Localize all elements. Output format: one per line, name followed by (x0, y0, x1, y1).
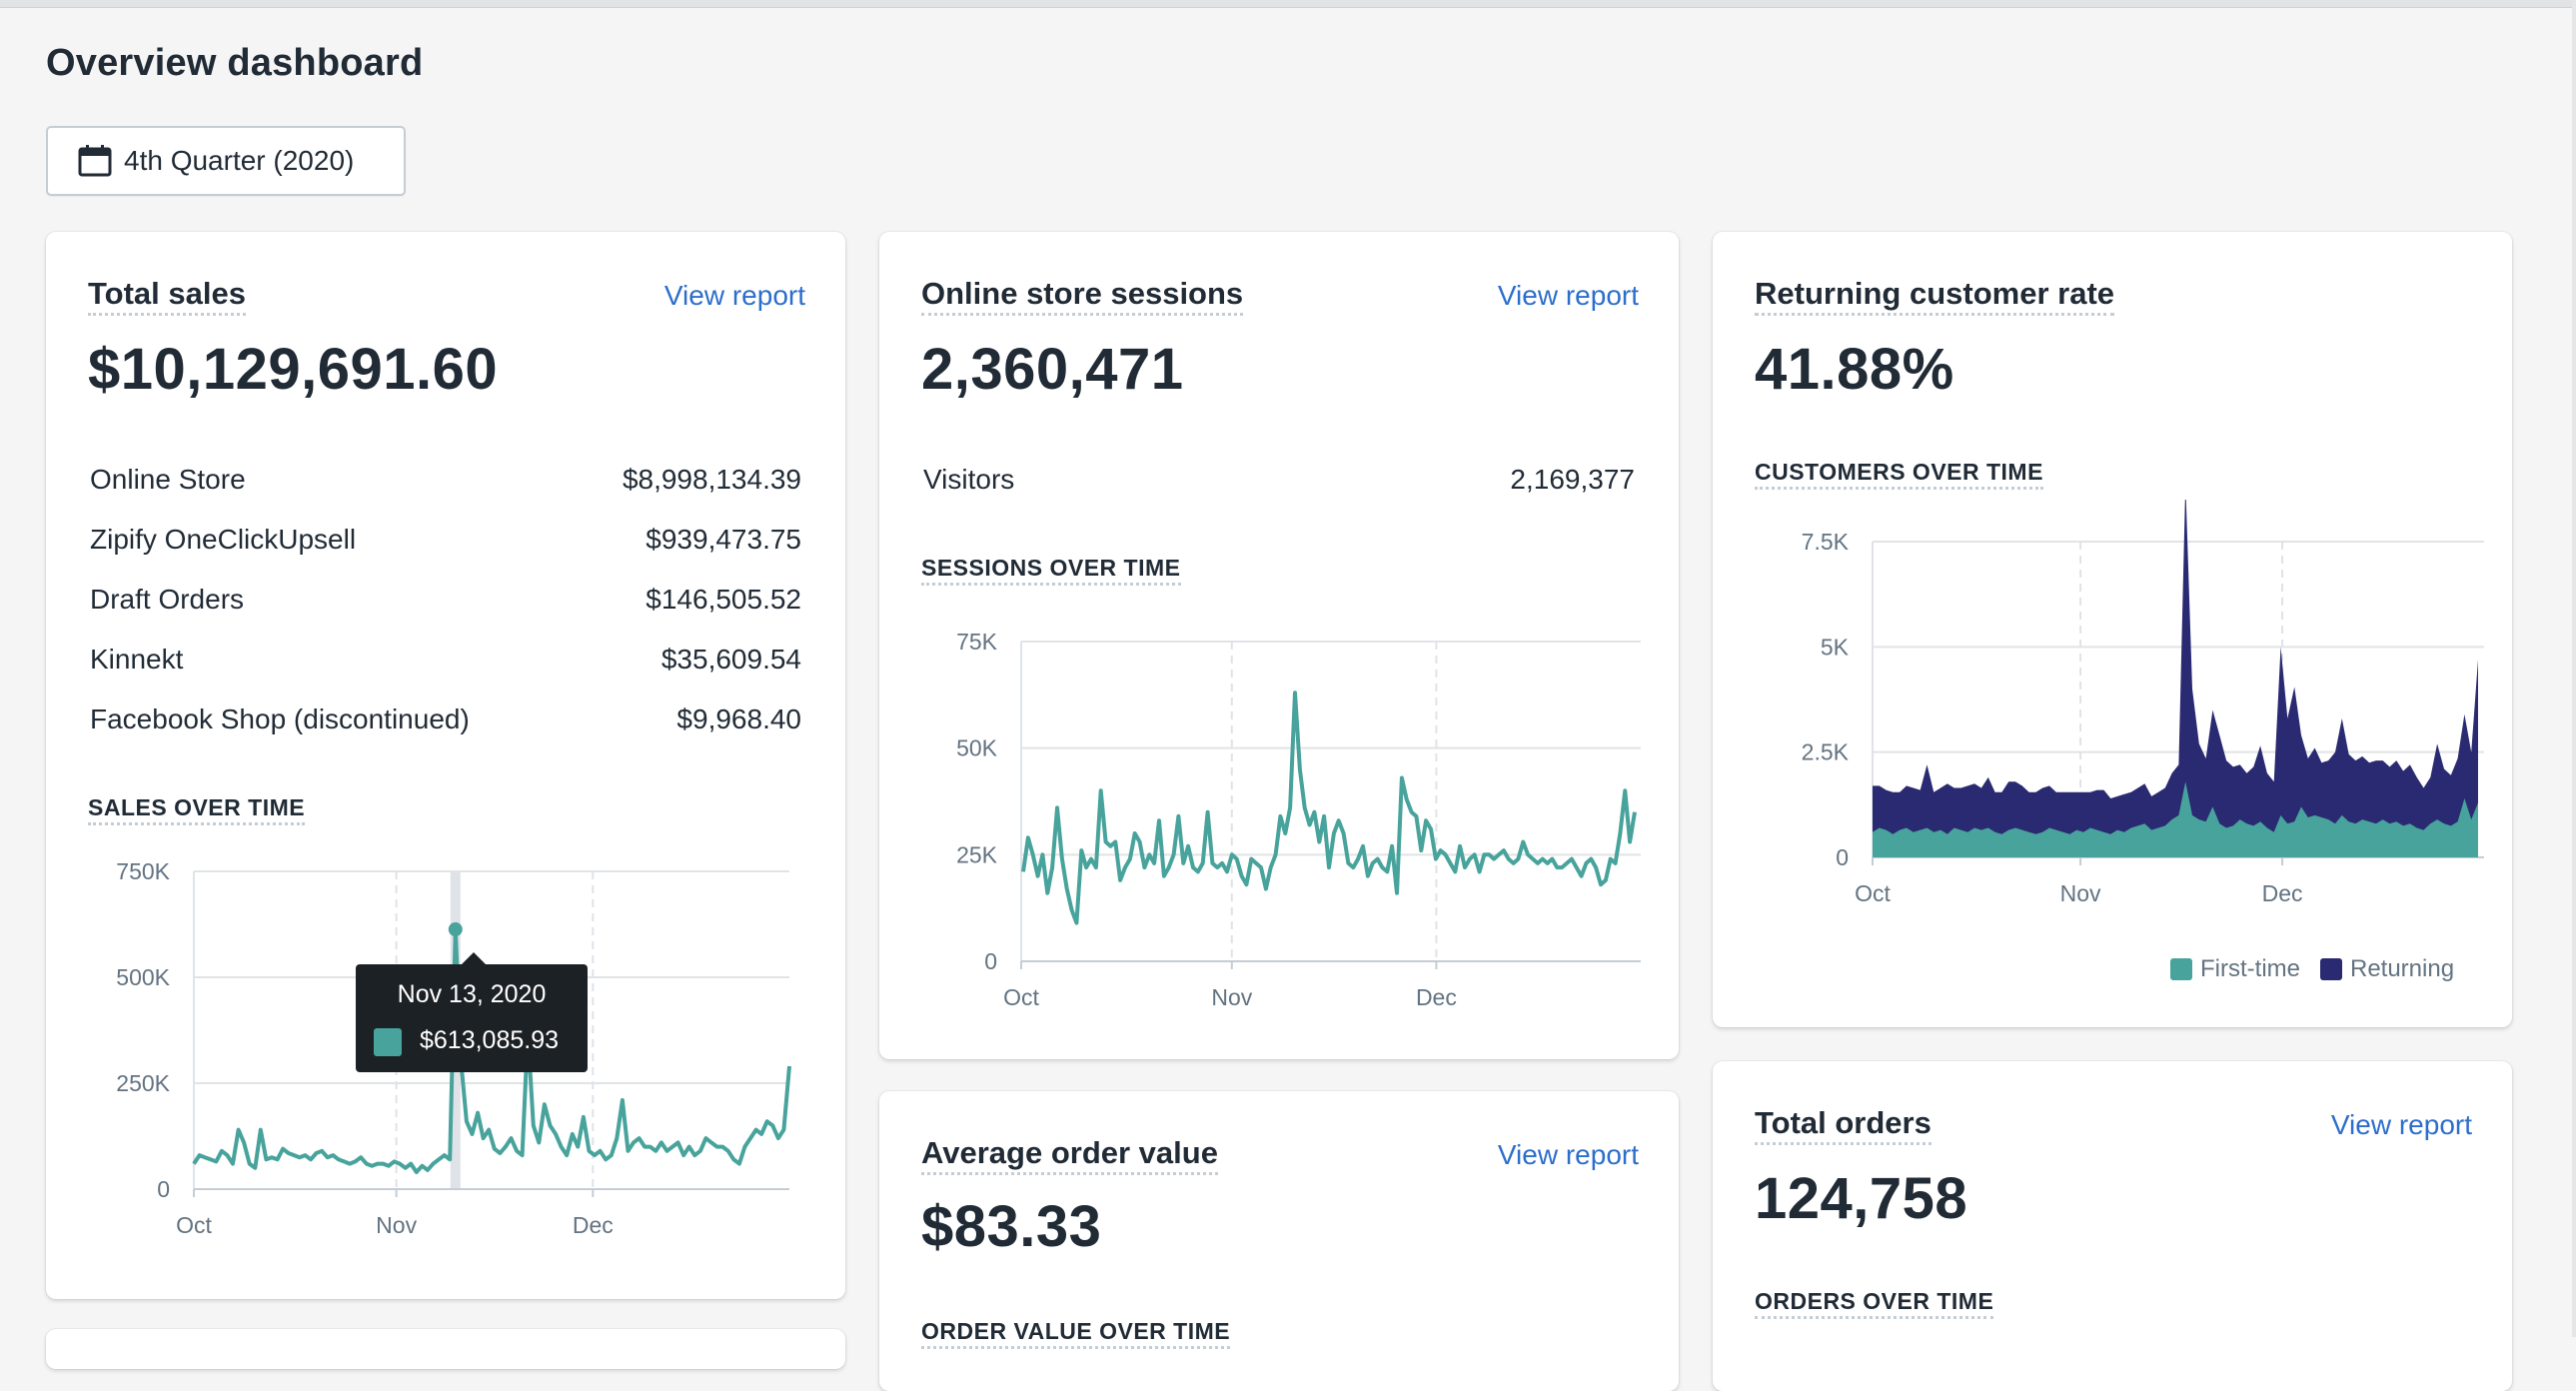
breakdown-label: Kinnekt (90, 644, 184, 675)
x-tick-label: Nov (2060, 880, 2101, 906)
total-orders-title[interactable]: Total orders (1755, 1105, 1932, 1145)
breakdown-label: Online Store (90, 464, 246, 495)
online-sessions-card: Online store sessions View report 2,360,… (879, 232, 1679, 1059)
x-tick-label: Nov (1211, 984, 1252, 1010)
total-orders-view-report-link[interactable]: View report (2330, 1109, 2472, 1140)
visitors-value: 2,169,377 (1510, 464, 1635, 495)
y-tick-label: 0 (984, 948, 997, 974)
sessions-chart-label[interactable]: SESSIONS OVER TIME (921, 554, 1181, 586)
y-tick-label: 5K (1821, 634, 1850, 660)
avg-order-card: Average order value View report $83.33 O… (879, 1091, 1679, 1391)
scrollbar-track[interactable] (2572, 0, 2576, 1337)
y-tick-label: 0 (1836, 844, 1849, 870)
highlight-point (448, 922, 463, 937)
avg-order-value: $83.33 (921, 1194, 1102, 1259)
x-tick-label: Oct (1003, 984, 1039, 1010)
next-card-edge (46, 1329, 845, 1369)
visitors-label: Visitors (923, 464, 1015, 495)
y-tick-label: 7.5K (1802, 529, 1850, 555)
sales-breakdown-row: Draft Orders $146,505.52 (90, 584, 801, 624)
x-tick-label: Dec (2262, 880, 2303, 906)
legend-swatch-returning (2319, 958, 2342, 980)
customers-legend: First-time Returning (2170, 955, 2454, 983)
sessions-over-time-chart[interactable]: 0 25K 50K 75K Oct Nov Dec (879, 600, 1679, 1019)
legend-first-time: First-time (2200, 955, 2300, 982)
x-tick-label: Oct (176, 1212, 212, 1238)
y-tick-label: 500K (116, 964, 170, 990)
y-tick-label: 2.5K (1802, 739, 1850, 765)
y-tick-label: 75K (956, 629, 998, 655)
returning-rate-card: Returning customer rate 41.88% CUSTOMERS… (1713, 232, 2512, 1027)
date-range-label: 4th Quarter (2020) (124, 145, 355, 176)
sales-tooltip: Nov 13, 2020 $613,085.93 (356, 952, 588, 1072)
sales-breakdown-row: Zipify OneClickUpsell $939,473.75 (90, 524, 801, 564)
total-orders-card: Total orders View report 124,758 ORDERS … (1713, 1061, 2512, 1391)
customers-chart-label[interactable]: CUSTOMERS OVER TIME (1755, 458, 2043, 490)
first-time-area (1873, 781, 2478, 857)
date-range-button[interactable]: 4th Quarter (2020) (46, 126, 406, 196)
sales-series-line (192, 927, 791, 1174)
breakdown-value: $939,473.75 (645, 524, 801, 555)
visitors-row: Visitors 2,169,377 (923, 464, 1635, 504)
avg-order-view-report-link[interactable]: View report (1497, 1139, 1639, 1170)
breakdown-value: $35,609.54 (660, 644, 801, 675)
total-sales-card: Total sales View report $10,129,691.60 O… (46, 232, 845, 1299)
sales-breakdown-row: Online Store $8,998,134.39 (90, 464, 801, 504)
y-tick-label: 50K (956, 735, 998, 761)
order-value-chart-label[interactable]: ORDER VALUE OVER TIME (921, 1317, 1231, 1349)
returning-area (1873, 500, 2478, 857)
online-sessions-title[interactable]: Online store sessions (921, 276, 1244, 316)
y-tick-label: 25K (956, 841, 998, 867)
top-bar-border (0, 0, 2576, 8)
tooltip-date: Nov 13, 2020 (397, 980, 547, 1008)
sessions-view-report-link[interactable]: View report (1497, 280, 1639, 311)
y-tick-label: 250K (116, 1070, 170, 1096)
returning-rate-value: 41.88% (1755, 337, 1954, 402)
y-tick-label: 750K (116, 858, 170, 884)
orders-chart-label[interactable]: ORDERS OVER TIME (1755, 1287, 1994, 1319)
avg-order-title[interactable]: Average order value (921, 1135, 1218, 1175)
returning-rate-title[interactable]: Returning customer rate (1755, 276, 2115, 316)
total-sales-title[interactable]: Total sales (88, 276, 246, 316)
breakdown-label: Zipify OneClickUpsell (90, 524, 357, 555)
calendar-icon (78, 145, 112, 177)
customers-over-time-chart[interactable]: 0 2.5K 5K 7.5K Oct Nov Dec (1713, 500, 2512, 919)
tooltip-value: $613,085.93 (420, 1026, 560, 1054)
tooltip-arrow (462, 952, 486, 964)
x-tick-label: Dec (1416, 984, 1457, 1010)
total-orders-value: 124,758 (1755, 1166, 1968, 1231)
sales-chart-label[interactable]: SALES OVER TIME (88, 793, 306, 825)
x-tick-label: Oct (1855, 880, 1891, 906)
sessions-series-line (1021, 691, 1637, 925)
breakdown-value: $8,998,134.39 (622, 464, 801, 495)
y-tick-label: 0 (157, 1176, 170, 1202)
legend-returning: Returning (2349, 955, 2455, 982)
breakdown-label: Draft Orders (90, 584, 245, 615)
total-sales-value: $10,129,691.60 (88, 337, 499, 402)
sales-breakdown-row: Facebook Shop (discontinued) $9,968.40 (90, 703, 801, 743)
total-sales-view-report-link[interactable]: View report (663, 280, 805, 311)
page-title: Overview dashboard (46, 42, 424, 84)
breakdown-value: $146,505.52 (645, 584, 801, 615)
breakdown-value: $9,968.40 (676, 703, 801, 734)
legend-swatch-first-time (2170, 958, 2192, 980)
x-tick-label: Dec (573, 1212, 614, 1238)
online-sessions-value: 2,360,471 (921, 337, 1184, 402)
sales-breakdown-row: Kinnekt $35,609.54 (90, 644, 801, 684)
x-tick-label: Nov (376, 1212, 417, 1238)
tooltip-swatch (374, 1028, 402, 1056)
breakdown-label: Facebook Shop (discontinued) (90, 703, 470, 734)
